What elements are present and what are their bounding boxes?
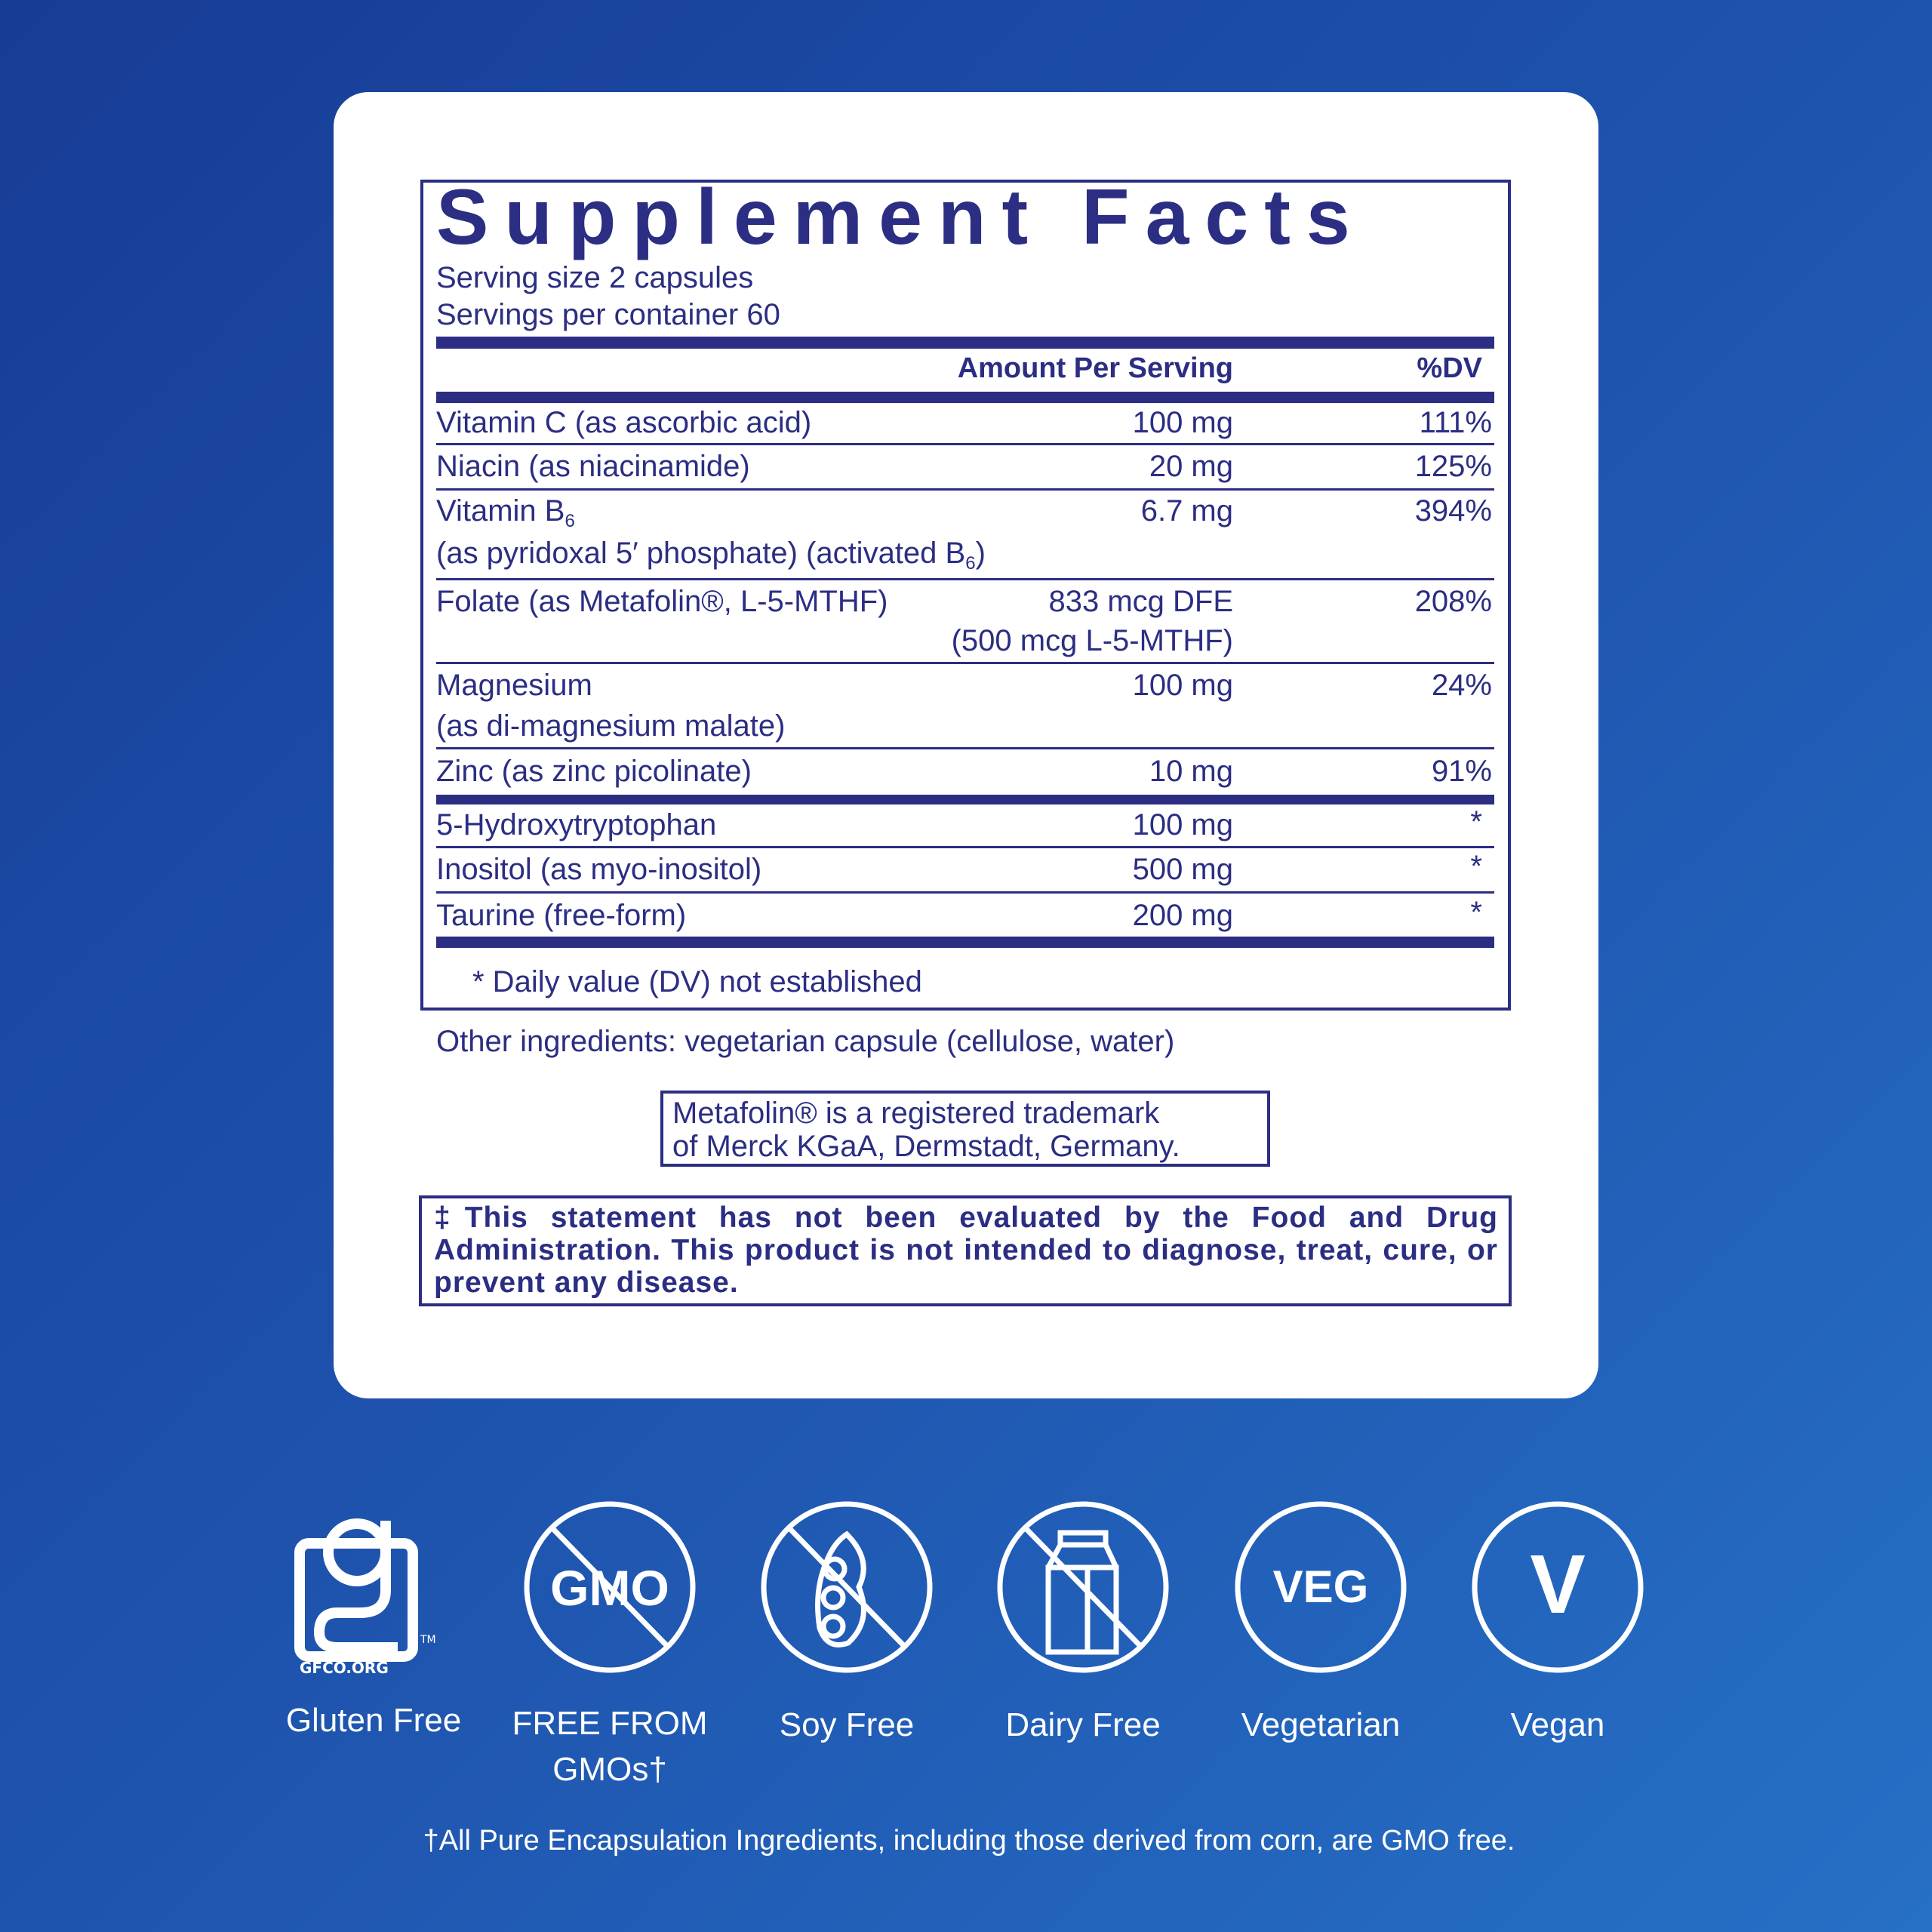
nutrient-name: Vitamin C (as ascorbic acid): [436, 406, 812, 439]
badge-label-gmo-free-2: GMOs†: [552, 1751, 667, 1788]
nutrient-dv: *: [1470, 896, 1482, 929]
header-dv: %DV: [1417, 352, 1482, 384]
other-ingredients: Other ingredients: vegetarian capsule (c…: [436, 1025, 1175, 1058]
nutrient-dv: 24%: [1431, 669, 1492, 702]
divider-thick: [436, 937, 1494, 948]
nutrient-name: Niacin (as niacinamide): [436, 450, 750, 483]
nutrient-name: Magnesium: [436, 669, 592, 702]
vegan-icon: V: [1472, 1501, 1644, 1673]
no-gmo-icon: GMO: [524, 1501, 696, 1673]
trademark-box: Metafolin® is a registered trademark of …: [660, 1091, 1270, 1167]
dv-footnote: * Daily value (DV) not established: [472, 965, 922, 998]
nutrient-source: (as di-magnesium malate): [436, 709, 786, 743]
row-divider: [436, 488, 1494, 491]
divider-thick: [436, 337, 1494, 349]
nutrient-dv: 111%: [1419, 406, 1492, 439]
label-card: [334, 92, 1598, 1398]
row-divider: [436, 846, 1494, 848]
serving-size: Serving size 2 capsules: [436, 261, 754, 294]
nutrient-amount: 833 mcg DFE: [1048, 585, 1233, 618]
nutrient-amount: 500 mg: [1132, 853, 1233, 886]
row-divider: [436, 443, 1494, 445]
nutrient-dv: 125%: [1414, 450, 1492, 483]
nutrient-dv: 394%: [1414, 494, 1492, 528]
nutrient-name: Folate (as Metafolin®, L-5-MTHF): [436, 585, 888, 618]
row-divider: [436, 891, 1494, 894]
badge-label-vegan: Vegan: [1510, 1706, 1605, 1743]
trademark-line-2: of Merck KGaA, Dermstadt, Germany.: [672, 1130, 1180, 1163]
nutrient-amount-detail: (500 mcg L-5-MTHF): [951, 624, 1233, 657]
gfco-logo-text: GFCO.ORG: [300, 1659, 389, 1675]
supplement-facts-box: [420, 180, 1511, 1011]
v-icon-text: V: [1530, 1538, 1585, 1631]
nutrient-name: Taurine (free-form): [436, 899, 687, 932]
soy-free-icon: [761, 1501, 933, 1673]
header-amount: Amount Per Serving: [957, 352, 1233, 384]
svg-text:TM: TM: [420, 1634, 436, 1646]
nutrient-amount: 20 mg: [1149, 450, 1233, 483]
nutrient-name: Vitamin B6: [436, 494, 575, 531]
nutrient-dv: 208%: [1414, 585, 1492, 618]
nutrient-dv: *: [1470, 850, 1482, 883]
badge-label-vegetarian: Vegetarian: [1241, 1706, 1401, 1743]
facts-title: Supplement Facts: [436, 174, 1366, 261]
nutrient-amount: 10 mg: [1149, 755, 1233, 788]
nutrient-dv: *: [1470, 805, 1482, 838]
badge-label-gluten-free: Gluten Free: [285, 1702, 462, 1739]
badge-label-gmo-free: FREE FROM: [512, 1705, 708, 1742]
gmo-icon-text: GMO: [550, 1560, 669, 1616]
nutrient-amount: 100 mg: [1132, 669, 1233, 702]
nutrient-name: Zinc (as zinc picolinate): [436, 755, 752, 788]
nutrient-name: Inositol (as myo-inositol): [436, 853, 762, 886]
vegetarian-icon: VEG: [1235, 1501, 1407, 1673]
dairy-free-icon: [997, 1501, 1169, 1673]
nutrient-amount: 100 mg: [1132, 808, 1233, 841]
servings-per-container: Servings per container 60: [436, 298, 780, 331]
nutrient-name: 5-Hydroxytryptophan: [436, 808, 717, 841]
nutrient-source: (as pyridoxal 5′ phosphate) (activated B…: [436, 537, 986, 574]
veg-icon-text: VEG: [1273, 1561, 1369, 1612]
fda-disclaimer: ‡This statement has not been evaluated b…: [434, 1201, 1498, 1299]
row-divider: [436, 747, 1494, 749]
row-divider: [436, 578, 1494, 580]
gluten-free-gfco-icon: GFCO.ORG TM: [294, 1518, 436, 1675]
nutrient-amount: 6.7 mg: [1140, 494, 1233, 528]
gmo-footnote: †All Pure Encapsulation Ingredients, inc…: [423, 1825, 1515, 1857]
fda-disclaimer-box: ‡This statement has not been evaluated b…: [419, 1195, 1512, 1306]
nutrient-amount: 100 mg: [1132, 406, 1233, 439]
nutrient-amount: 200 mg: [1132, 899, 1233, 932]
badge-label-soy-free: Soy Free: [779, 1706, 915, 1743]
divider-thick: [436, 392, 1494, 403]
trademark-line-1: Metafolin® is a registered trademark: [672, 1097, 1160, 1130]
row-divider: [436, 662, 1494, 664]
divider-thick: [436, 795, 1494, 804]
badge-label-dairy-free: Dairy Free: [1005, 1706, 1161, 1743]
nutrient-dv: 91%: [1431, 755, 1492, 788]
